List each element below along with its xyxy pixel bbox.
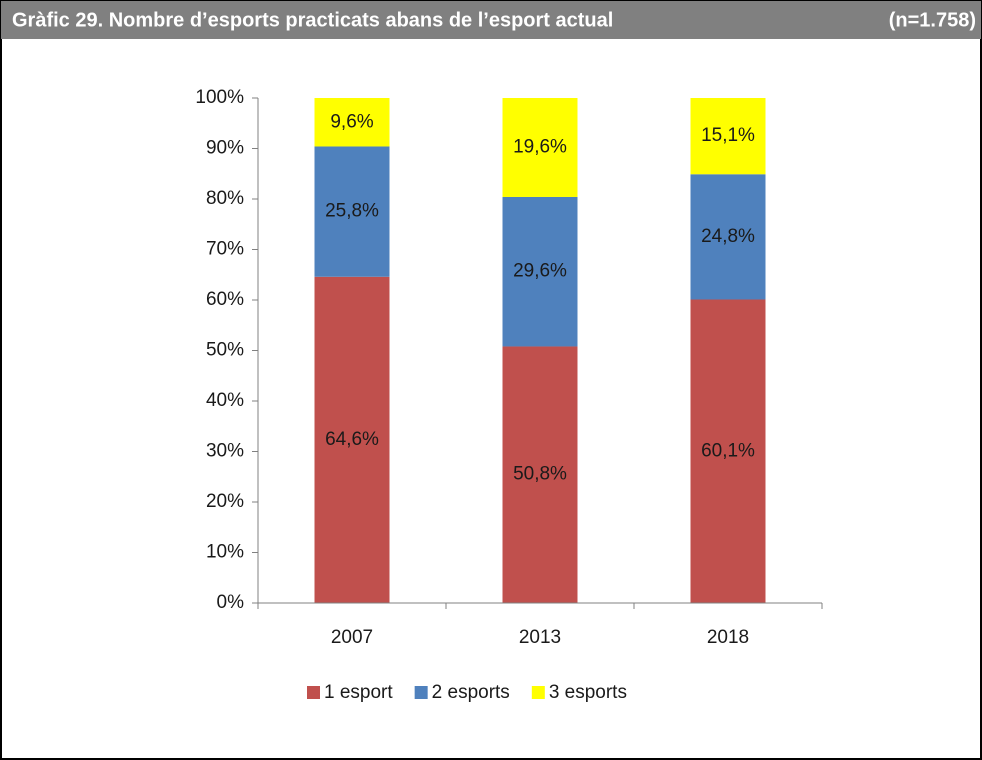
bar-segment: [502, 346, 578, 603]
y-tick-label: 90%: [206, 138, 244, 159]
data-label: 29,6%: [513, 261, 567, 282]
legend-swatch: [414, 686, 428, 699]
bar-segment: [690, 98, 766, 175]
chart-title: Gràfic 29. Nombre d’esports practicats a…: [12, 9, 613, 31]
x-tick-label: 2007: [331, 627, 373, 648]
y-tick-label: 20%: [206, 491, 244, 512]
legend-label: 2 esports: [432, 682, 510, 703]
y-tick-label: 30%: [206, 441, 244, 462]
data-label: 9,6%: [330, 111, 373, 132]
chart-subtitle: (n=1.758): [889, 9, 976, 31]
data-label: 19,6%: [513, 137, 567, 158]
bar-segment: [502, 98, 578, 197]
bar-segment: [690, 299, 766, 603]
y-tick-label: 40%: [206, 390, 244, 411]
legend-swatch: [307, 686, 320, 699]
bar-segment: [314, 98, 390, 147]
x-tick-label: 2018: [707, 627, 749, 648]
header-bar: [1, 1, 981, 39]
bar-segment: [314, 146, 390, 277]
y-tick-label: 0%: [217, 592, 245, 613]
x-tick-label: 2013: [519, 627, 561, 648]
y-tick-label: 60%: [206, 289, 244, 310]
data-label: 25,8%: [325, 201, 379, 222]
bar-segment: [314, 276, 390, 603]
data-label: 60,1%: [701, 440, 755, 461]
legend-label: 3 esports: [549, 682, 627, 703]
data-label: 64,6%: [325, 429, 379, 450]
y-tick-label: 10%: [206, 542, 244, 563]
bar-segment: [690, 174, 766, 300]
legend-label: 1 esport: [324, 682, 393, 703]
legend-swatch: [531, 686, 545, 699]
y-tick-label: 100%: [195, 87, 244, 108]
data-label: 50,8%: [513, 464, 567, 485]
y-tick-label: 70%: [206, 239, 244, 260]
bar-segment: [502, 196, 578, 347]
y-tick-label: 50%: [206, 340, 244, 361]
data-label: 24,8%: [701, 226, 755, 247]
y-tick-label: 80%: [206, 188, 244, 209]
data-label: 15,1%: [701, 125, 755, 146]
